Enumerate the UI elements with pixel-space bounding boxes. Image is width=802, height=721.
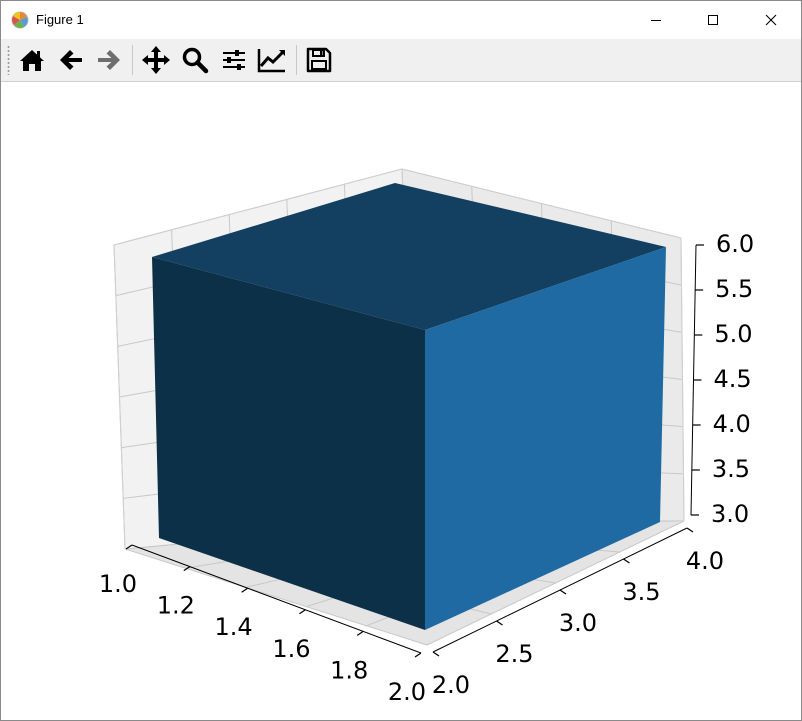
x-axis-tick-label: 1.8	[330, 656, 368, 684]
x-axis-tick	[125, 544, 133, 550]
y-axis-tick	[559, 589, 567, 595]
x-axis-tick	[356, 630, 364, 636]
forward-button[interactable]	[91, 42, 127, 78]
pane-edge	[113, 168, 403, 246]
arrow-left-icon	[60, 50, 82, 70]
voxel-top-face	[152, 183, 666, 330]
y-axis-gridline	[124, 548, 428, 646]
close-button[interactable]	[748, 1, 794, 39]
y-axis-tick	[432, 651, 440, 657]
home-button[interactable]	[14, 42, 50, 78]
pane-edge	[401, 168, 682, 239]
z-axis-tick-label: 3.5	[712, 455, 750, 483]
x-axis-line	[131, 544, 422, 654]
z-axis-tick-label: 5.0	[714, 320, 752, 348]
configure-subplots-button[interactable]	[216, 42, 252, 78]
x-axis-tick	[414, 652, 422, 658]
3d-plot-canvas[interactable]: 1.0 1.2 1.4 1.6 1.8 2.0 2.0 2.5 3.0 3.5 4.0 3.0 3.5 4…	[1, 82, 801, 720]
pane-edge	[113, 244, 126, 550]
edit-axis-icon	[257, 49, 285, 73]
x-axis-tick-label: 1.6	[272, 635, 310, 663]
zoom-magnifier-icon	[182, 47, 209, 74]
x-axis-tick-label: 1.2	[157, 592, 195, 620]
home-icon	[20, 50, 44, 71]
save-floppy-icon	[306, 47, 332, 73]
y-axis-tick-label: 2.5	[495, 640, 533, 668]
z-axis-tick-label: 4.0	[713, 410, 751, 438]
pan-move-icon	[142, 46, 170, 74]
minimize-button[interactable]	[633, 1, 679, 39]
z-axis-tick-label: 4.5	[714, 365, 752, 393]
toolbar-separator	[296, 45, 297, 75]
x-axis-tick	[241, 587, 248, 593]
z-axis-tick-label: 3.0	[711, 500, 749, 528]
pan-button[interactable]	[138, 42, 174, 78]
y-axis-tick	[623, 558, 630, 564]
x-axis-tick	[299, 609, 306, 615]
x-axis-tick-label: 2.0	[388, 678, 426, 706]
back-button[interactable]	[53, 42, 89, 78]
voxel-front-face	[152, 257, 425, 630]
y-axis-tick-label: 3.0	[559, 609, 597, 637]
z-axis-tick-label: 6.0	[716, 230, 754, 258]
y-axis-tick-label: 2.0	[432, 671, 470, 699]
arrow-right-icon	[98, 50, 120, 70]
save-button[interactable]	[301, 42, 337, 78]
tick-marks	[125, 244, 704, 658]
y-axis-tick-label: 3.5	[622, 578, 660, 606]
y-axis-tick	[496, 620, 503, 626]
minimize-icon	[651, 20, 661, 21]
configure-subplots-icon	[223, 50, 245, 70]
maximize-button[interactable]	[690, 1, 736, 39]
y-axis-tick-label: 4.0	[686, 547, 724, 575]
window-title: Figure 1	[36, 12, 84, 27]
toolbar-separator	[132, 45, 133, 75]
y-axis-tick	[686, 527, 694, 533]
matplotlib-logo-icon	[11, 11, 29, 29]
toolbar-grip[interactable]	[7, 45, 10, 75]
x-axis-tick	[183, 566, 191, 572]
pane-edge	[680, 237, 685, 522]
x-axis-tick-label: 1.0	[99, 570, 137, 598]
x-axis-tick-label: 1.4	[215, 613, 253, 641]
z-axis-tick-label: 5.5	[715, 275, 753, 303]
zoom-button[interactable]	[177, 42, 213, 78]
title-bar[interactable]: Figure 1	[1, 1, 801, 39]
edit-axis-button[interactable]	[254, 42, 290, 78]
tick-labels: 1.0 1.2 1.4 1.6 1.8 2.0 2.0 2.5 3.0 3.5 4.0 3.0 3.5 4…	[99, 230, 754, 706]
navigation-toolbar	[1, 39, 801, 82]
close-icon	[765, 14, 777, 26]
maximize-icon	[708, 15, 718, 25]
voxel-right-face	[425, 247, 666, 630]
